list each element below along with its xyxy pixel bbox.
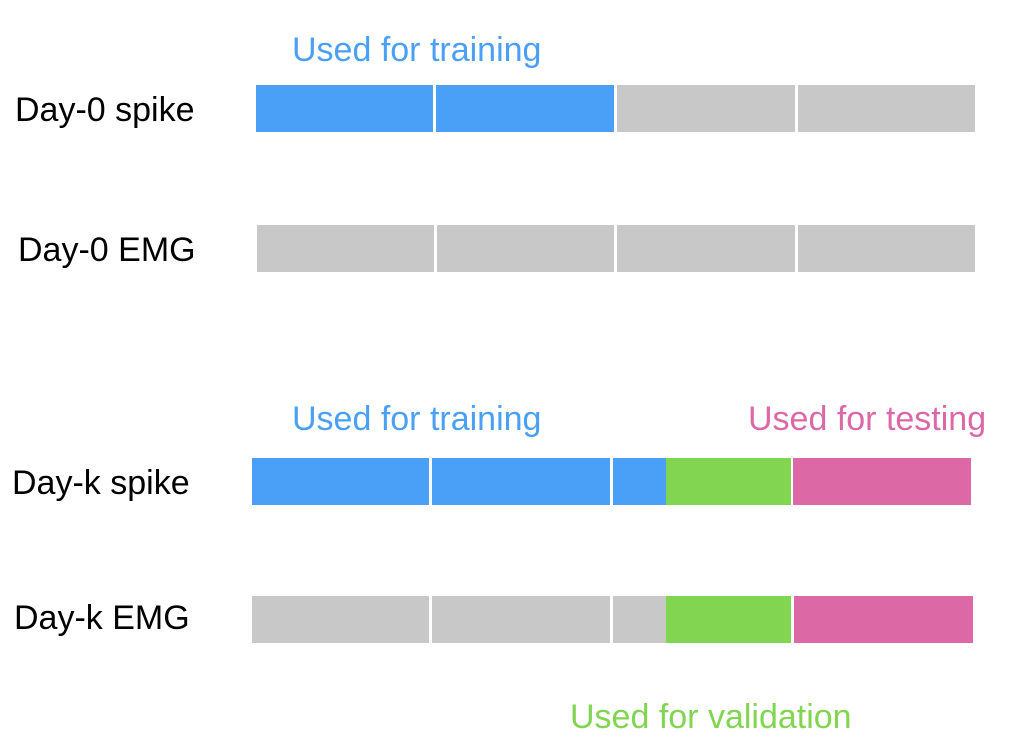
segment-unused bbox=[437, 225, 614, 272]
segment-unused bbox=[613, 596, 666, 643]
row-label-day0-emg: Day-0 EMG bbox=[18, 231, 196, 269]
segment-training bbox=[252, 458, 429, 505]
segment-unused bbox=[798, 85, 975, 132]
segment-unused bbox=[432, 596, 610, 643]
segment-training bbox=[436, 85, 614, 132]
bar-day0-emg bbox=[257, 225, 975, 272]
caption-validation: Used for validation bbox=[570, 698, 852, 736]
caption-testing: Used for testing bbox=[748, 400, 987, 438]
segment-unused bbox=[798, 225, 975, 272]
row-label-day0-spike: Day-0 spike bbox=[15, 91, 195, 129]
segment-training bbox=[256, 85, 433, 132]
bar-dayk-emg bbox=[252, 596, 973, 643]
segment-training bbox=[432, 458, 610, 505]
row-label-dayk-spike: Day-k spike bbox=[12, 464, 190, 502]
segment-unused bbox=[617, 225, 795, 272]
segment-training bbox=[613, 458, 666, 505]
segment-unused bbox=[252, 596, 429, 643]
caption-training-day0: Used for training bbox=[292, 31, 542, 69]
bar-dayk-spike bbox=[252, 458, 971, 505]
segment-testing bbox=[793, 458, 971, 505]
bar-day0-spike bbox=[256, 85, 975, 132]
segment-validation bbox=[666, 458, 791, 505]
segment-unused bbox=[617, 85, 795, 132]
segment-testing bbox=[794, 596, 973, 643]
segment-validation bbox=[666, 596, 791, 643]
segment-unused bbox=[257, 225, 434, 272]
row-label-dayk-emg: Day-k EMG bbox=[14, 599, 190, 637]
caption-training-dayk: Used for training bbox=[292, 400, 542, 438]
